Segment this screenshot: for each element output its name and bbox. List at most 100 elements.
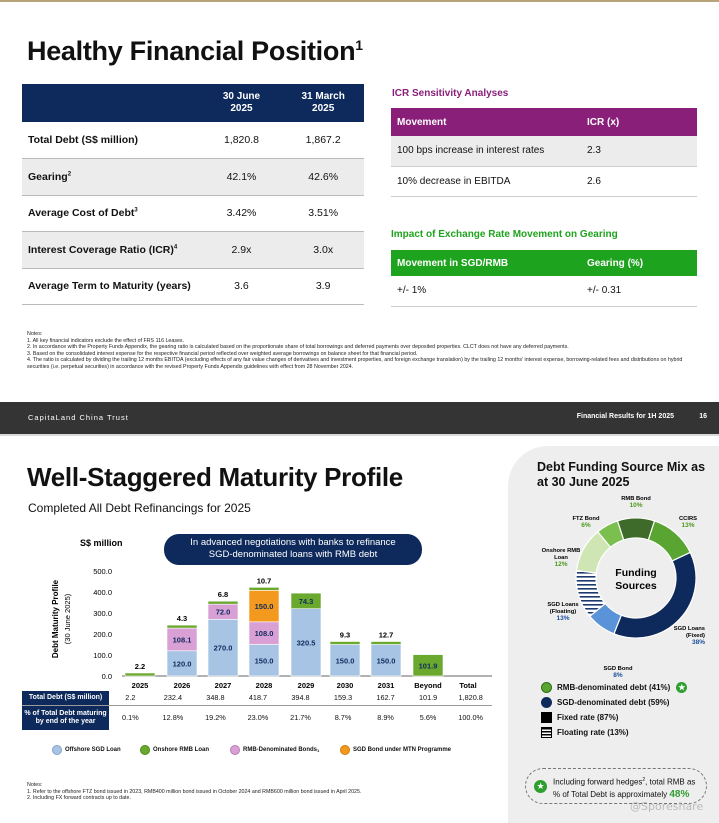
footer-brand: CapitaLand China Trust: [28, 413, 129, 422]
pie-pct-label: 38%: [692, 639, 705, 646]
hedge-sup: 2: [642, 777, 646, 783]
table-row: Average Cost of Debt3 3.42% 3.51%: [22, 195, 364, 232]
pie-pct-label: 8%: [613, 672, 623, 679]
cell-value: 19.2%: [205, 713, 226, 723]
chart-unit-label: S$ million: [80, 538, 123, 548]
value-31-march: 42.6%: [282, 158, 364, 196]
row-label: Average Term to Maturity (years): [22, 268, 201, 305]
table-row: Total Debt (S$ million) 2.2 232.4 348.8 418.…: [22, 691, 492, 706]
slide-maturity-profile: Well-Staggered Maturity Profile Complete…: [0, 436, 719, 823]
value-31-march: 3.9: [282, 268, 364, 305]
donut-center-label: Funding: [615, 567, 656, 579]
pie-label: SGD Bond: [604, 666, 633, 672]
cell-value: 8.9%: [377, 713, 394, 723]
note-item: 3. Based on the consolidated interest ex…: [27, 350, 418, 357]
x-tick-label: 2031: [378, 681, 395, 690]
bar-data-label: 150.0: [255, 602, 274, 611]
note-item: 4. The ratio is calculated by dividing t…: [27, 357, 683, 370]
header-col-2: 31 March 2025: [282, 84, 364, 122]
pie-label: FTZ Bond: [572, 516, 600, 522]
cell-value: 2.2: [109, 691, 152, 706]
row-label: Interest Coverage Ratio (ICR)4: [22, 231, 201, 269]
notes-title: Notes:: [27, 331, 43, 337]
funding-mix-panel: Debt Funding Source Mix as at 30 June 20…: [508, 446, 719, 823]
cell-value: 21.7%: [290, 713, 311, 723]
value-31-march: 3.0x: [282, 231, 364, 269]
note-item: 1. Refer to the offshore FTZ bond issued…: [27, 788, 362, 795]
table-row: Gearing2 42.1% 42.6%: [22, 158, 364, 196]
fx-value: +/- 0.31: [581, 276, 697, 307]
cell-value: 418.7: [236, 691, 280, 706]
bar-segment: [248, 644, 280, 677]
hedge-value: 48%: [669, 788, 690, 800]
header-col-1: 30 June 2025: [200, 84, 283, 122]
legend-swatch: [541, 682, 552, 693]
y-axis-label: Debt Maturity Profile: [51, 579, 60, 658]
pie-slice: [596, 520, 625, 549]
maturity-table: Total Debt (S$ million) 2.2 232.4 348.8 418.…: [22, 691, 492, 730]
bar-segment: [207, 600, 239, 605]
icr-table: Movement ICR (x) 100 bps increase in int…: [391, 108, 697, 197]
bar-segment: [207, 619, 239, 677]
x-tick-label: 2029: [298, 681, 315, 690]
bar-data-label: 150.0: [377, 656, 396, 665]
legend-swatch: [541, 697, 552, 708]
bar-segment: [290, 608, 322, 677]
fx-header-value: Gearing (%): [581, 250, 697, 276]
y-tick-label: 500.0: [93, 567, 112, 576]
y-tick-label: 300.0: [93, 609, 112, 618]
legend-label: SGD-denominated debt (59%): [557, 698, 670, 707]
legend-mtn-bond: SGD Bond under MTN Programme: [340, 745, 451, 755]
bar-data-label: 320.5: [297, 638, 316, 647]
cell-value: 348.8: [194, 691, 237, 706]
bar-total-label: 6.8: [218, 590, 228, 599]
page-number: 16: [699, 413, 707, 420]
notes-title: Notes:: [27, 782, 43, 788]
icr-header-movement: Movement: [391, 108, 581, 136]
y-tick-label: 100.0: [93, 651, 112, 660]
y-tick-label: 400.0: [93, 588, 112, 597]
table-row: 100 bps increase in interest rates 2.3: [391, 136, 697, 167]
legend-label: SGD Bond under MTN Programme: [353, 747, 452, 753]
x-tick-label: Beyond: [414, 681, 442, 690]
bar-segment: [329, 644, 361, 677]
bar-data-label: 150.0: [336, 656, 355, 665]
value-30-june: 3.6: [200, 268, 283, 305]
table-row: % of Total Debt maturing by end of the y…: [22, 705, 492, 730]
note-item: 1. All key financial indicators exclude …: [27, 337, 185, 344]
x-tick-label: Total: [459, 681, 476, 690]
callout-line: In advanced negotiations with banks to r…: [190, 537, 396, 548]
bar-segment: [166, 650, 198, 677]
table-row: Average Term to Maturity (years) 3.6 3.9: [22, 268, 364, 305]
pie-pct-label: 12%: [554, 561, 567, 568]
pie-pct-label: 13%: [681, 522, 694, 529]
cell-value: 394.8: [279, 691, 322, 706]
legend-swatch: [52, 745, 62, 755]
bar-segment: [166, 624, 198, 629]
icr-section-title: ICR Sensitivity Analyses: [392, 88, 509, 99]
financial-table: 30 June 2025 31 March 2025 Total Debt (S…: [22, 84, 364, 305]
pie-label: (Fixed): [686, 633, 705, 639]
slide-footer: CapitaLand China Trust Financial Results…: [0, 402, 719, 434]
maturity-bar-chart: S$ million Debt Maturity Profile (30 June …: [51, 538, 492, 690]
legend-label: Onshore RMB Loan: [153, 747, 210, 753]
row-label: Total Debt (S$ million): [22, 122, 201, 159]
row-label: Gearing2: [22, 158, 201, 196]
legend-rmb-bonds: RMB-Denominated Bonds 1: [230, 745, 319, 755]
legend-swatch: [541, 727, 552, 738]
cell-value: 8.7%: [334, 713, 352, 723]
legend-label: Fixed rate (87%): [557, 713, 619, 722]
pie-label: Onshore RMB: [542, 548, 581, 554]
cell-value: 159.3: [321, 691, 365, 706]
cell-value: 101.9: [406, 691, 450, 706]
legend-sup: 1: [317, 747, 320, 753]
bar-data-label: 270.0: [214, 644, 233, 653]
callout-banner: In advanced negotiations with banks to r…: [164, 534, 422, 565]
legend-swatch: [230, 745, 240, 755]
legend-fixed-rate: Fixed rate (87%): [541, 712, 618, 723]
hedge-text: Including forward hedges2, total RMB as …: [553, 774, 695, 801]
notes-block: Notes: 1. Refer to the offshore FTZ bond…: [27, 782, 497, 802]
row-label: Total Debt (S$ million): [22, 691, 110, 706]
row-label: % of Total Debt maturing by end of the y…: [22, 705, 110, 730]
